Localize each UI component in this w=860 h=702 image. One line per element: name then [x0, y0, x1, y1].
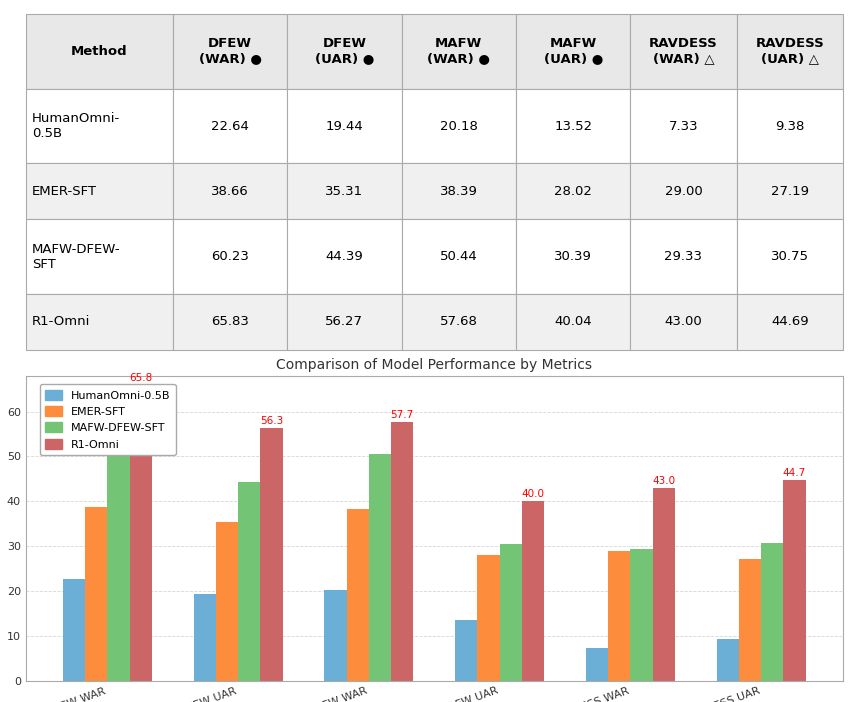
- Bar: [522, 501, 544, 681]
- Bar: [783, 480, 806, 681]
- Bar: [739, 559, 761, 681]
- Legend: HumanOmni-0.5B, EMER-SFT, MAFW-DFEW-SFT, R1-Omni: HumanOmni-0.5B, EMER-SFT, MAFW-DFEW-SFT,…: [40, 384, 175, 455]
- Bar: [261, 428, 283, 681]
- Text: 57.7: 57.7: [390, 410, 414, 420]
- Bar: [477, 555, 500, 681]
- Text: 40.0: 40.0: [521, 489, 544, 499]
- Bar: [85, 508, 108, 681]
- Bar: [216, 522, 238, 681]
- Bar: [369, 454, 391, 681]
- Bar: [347, 508, 369, 681]
- Bar: [194, 594, 216, 681]
- Text: 65.8: 65.8: [129, 373, 152, 383]
- Y-axis label: Scores (%): Scores (%): [0, 494, 1, 562]
- Bar: [761, 543, 783, 681]
- Bar: [63, 579, 85, 681]
- Bar: [500, 545, 522, 681]
- Bar: [108, 411, 130, 681]
- Bar: [391, 422, 414, 681]
- Text: 43.0: 43.0: [652, 475, 675, 486]
- Text: 56.3: 56.3: [260, 416, 283, 426]
- Bar: [653, 488, 675, 681]
- Bar: [455, 621, 477, 681]
- Bar: [608, 550, 630, 681]
- Bar: [324, 590, 347, 681]
- Text: 44.7: 44.7: [783, 468, 806, 478]
- Bar: [630, 549, 653, 681]
- Bar: [586, 648, 608, 681]
- Bar: [716, 639, 739, 681]
- Bar: [238, 482, 261, 681]
- Bar: [130, 385, 152, 681]
- Title: Comparison of Model Performance by Metrics: Comparison of Model Performance by Metri…: [276, 357, 593, 371]
